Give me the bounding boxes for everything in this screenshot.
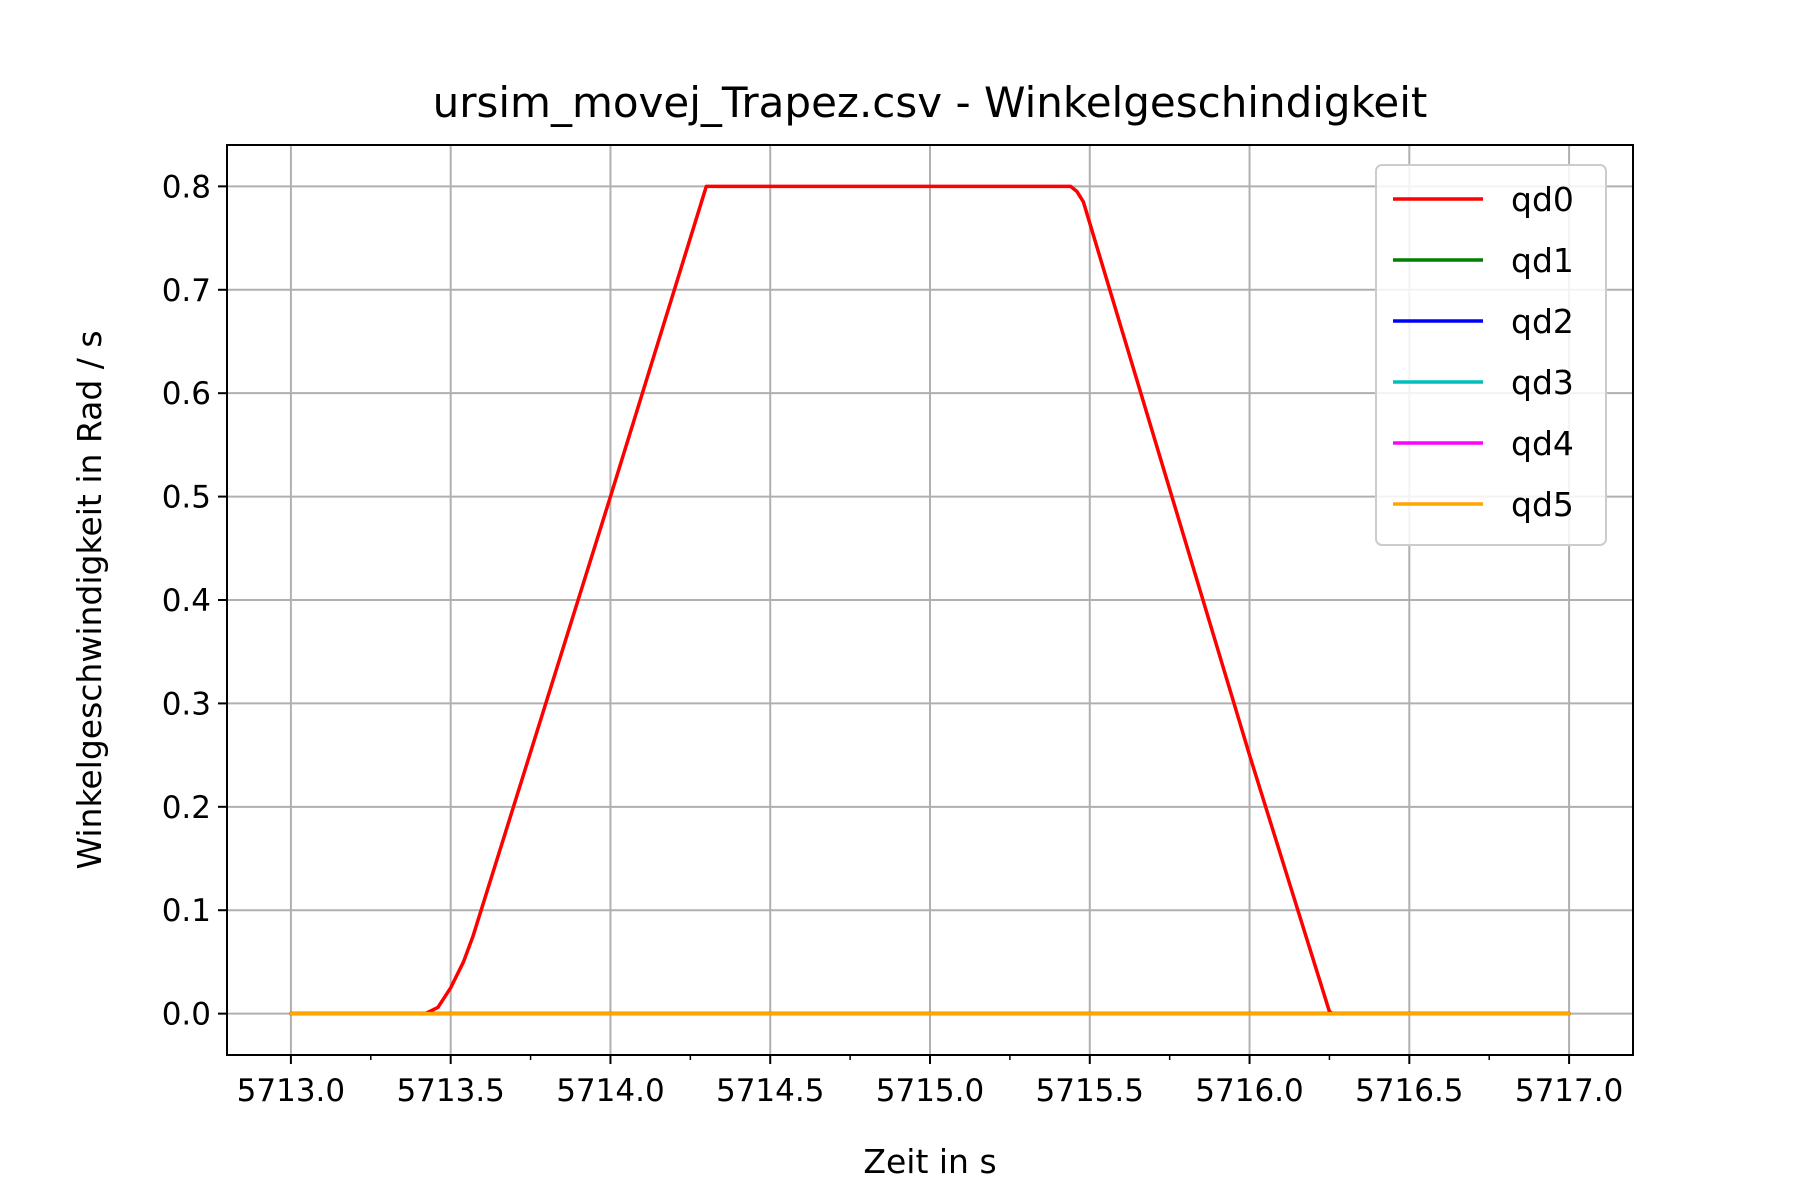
x-axis: 5713.0 5713.5 5714.0 5714.5 5715.0 5715.5 5716… <box>237 1055 1623 1109</box>
y-tick-label: 0.1 <box>162 893 211 929</box>
legend: qd0 qd1 qd2 qd3 qd4 qd5 <box>1375 164 1607 546</box>
series-line-qd0 <box>289 184 1571 1016</box>
x-tick-label: 5713.0 <box>237 1073 345 1109</box>
x-axis-title: Zeit in s <box>863 1142 996 1181</box>
x-tick-label: 5717.0 <box>1515 1073 1623 1109</box>
legend-label-qd3: qd3 <box>1511 363 1574 402</box>
chart-title: ursim_movej_Trapez.csv - Winkelgeschindi… <box>433 78 1428 127</box>
x-tick-label: 5716.5 <box>1355 1073 1463 1109</box>
x-tick-label: 5714.0 <box>556 1073 664 1109</box>
legend-label-qd0: qd0 <box>1511 180 1574 219</box>
y-tick-label: 0.7 <box>162 273 211 309</box>
legend-label-qd5: qd5 <box>1511 485 1574 524</box>
y-tick-label: 0.4 <box>162 583 211 619</box>
series-layer <box>289 184 1571 1016</box>
y-tick-label: 0.2 <box>162 790 211 826</box>
x-tick-label: 5716.0 <box>1195 1073 1303 1109</box>
legend-label-qd2: qd2 <box>1511 302 1574 341</box>
y-tick-label: 0.8 <box>162 169 211 205</box>
legend-label-qd4: qd4 <box>1511 424 1574 463</box>
y-axis-title: Winkelgeschwindigkeit in Rad / s <box>70 330 109 869</box>
y-tick-label: 0.3 <box>162 686 211 722</box>
x-tick-label: 5715.0 <box>876 1073 984 1109</box>
y-tick-label: 0.0 <box>162 997 211 1033</box>
y-tick-label: 0.5 <box>162 480 211 516</box>
y-axis: 0.0 0.1 0.2 0.3 0.4 0.5 0.6 0.7 0.8 <box>162 169 227 1033</box>
x-tick-label: 5713.5 <box>396 1073 504 1109</box>
x-tick-label: 5714.5 <box>716 1073 824 1109</box>
x-tick-label: 5715.5 <box>1036 1073 1144 1109</box>
y-tick-label: 0.6 <box>162 376 211 412</box>
legend-label-qd1: qd1 <box>1511 241 1574 280</box>
